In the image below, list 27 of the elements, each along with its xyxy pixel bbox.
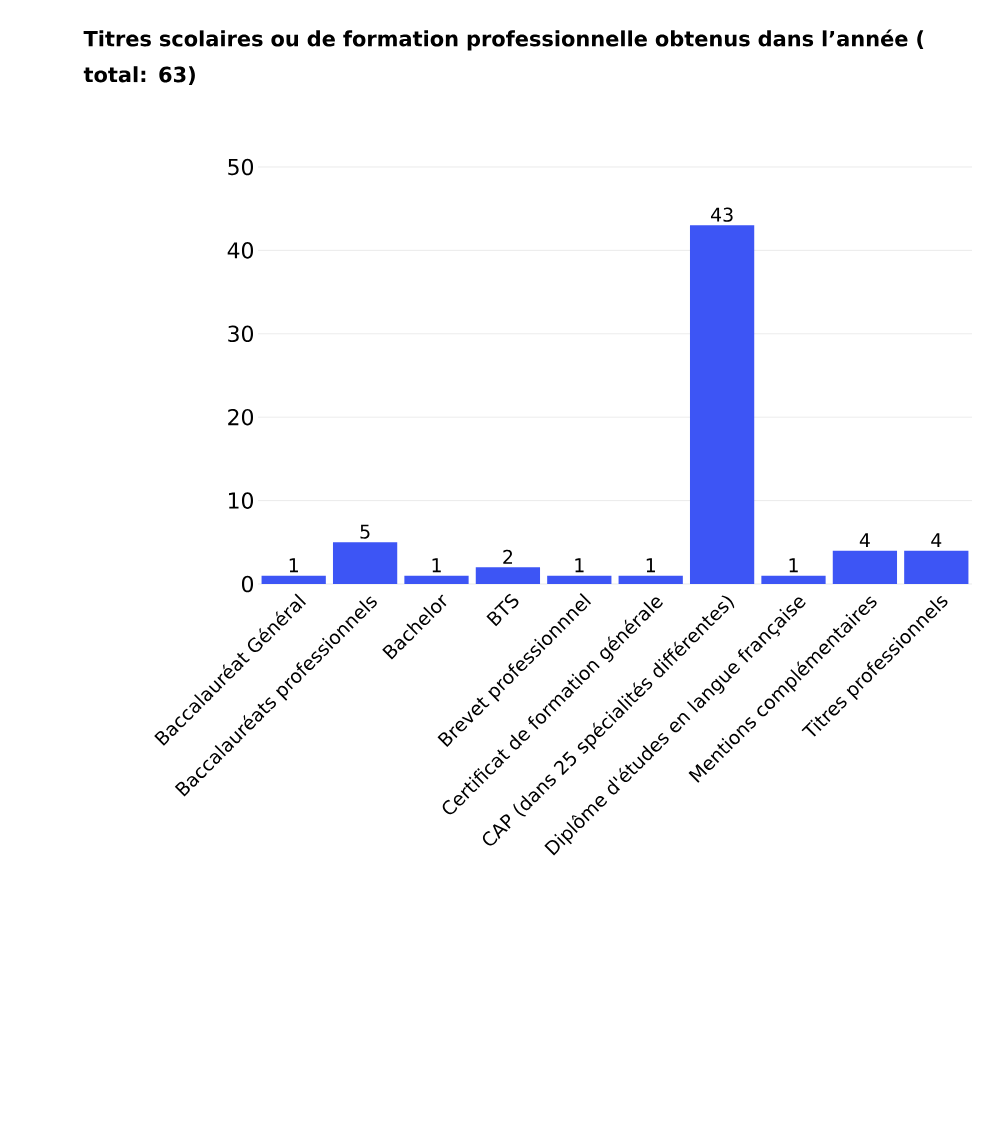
data-label: 1 [432,558,441,573]
bar [475,567,541,584]
data-label: 1 [289,558,298,573]
y-tick-label: 50 [228,158,254,176]
bar [404,575,469,584]
data-label: 1 [575,558,584,573]
data-label: 1 [646,558,655,573]
data-label: 43 [710,207,733,222]
bar [689,225,755,584]
bar [261,575,326,584]
bar [547,575,612,584]
bar [761,575,826,584]
bar [832,550,898,584]
bar [618,575,683,584]
y-tick-label: 30 [228,325,254,343]
bar [332,542,398,584]
y-tick-label: 10 [229,492,254,509]
data-label: 5 [360,524,370,539]
data-label: 2 [503,549,513,564]
y-tick-label: 0 [241,575,254,593]
chart-title: Titres scolaires ou de formation professionnelle obtenus dans l’année ( total: 63) [83,29,924,85]
y-tick-label: 40 [227,242,254,259]
bar [904,550,969,584]
data-label: 4 [931,533,942,548]
data-label: 4 [859,533,870,548]
data-label: 1 [789,558,798,573]
y-tick-label: 20 [228,408,254,426]
